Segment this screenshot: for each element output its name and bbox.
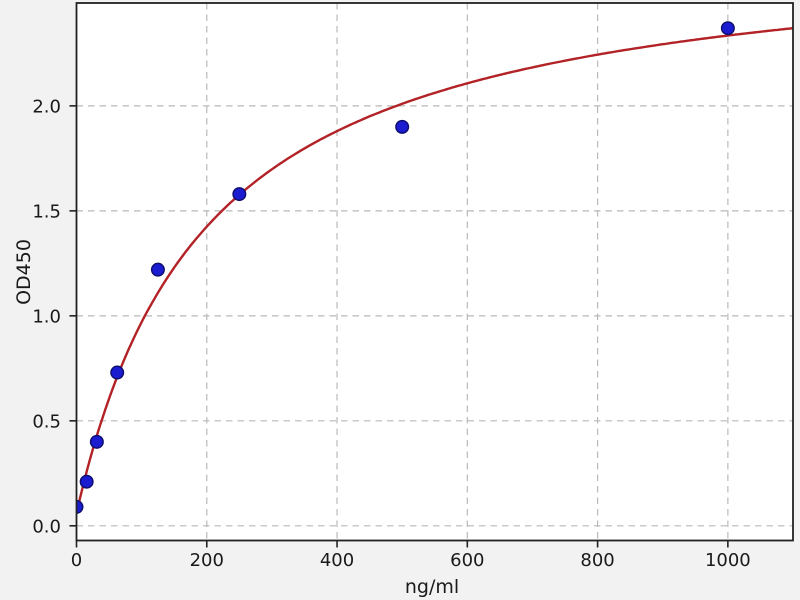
y-tick-label: 0.5 — [32, 411, 61, 432]
x-tick-label: 400 — [320, 550, 354, 571]
y-tick-label: 2.0 — [32, 96, 61, 117]
y-tick-label: 1.0 — [32, 306, 61, 327]
plot-area — [76, 3, 793, 541]
data-series-layer — [76, 21, 793, 515]
data-point — [150, 262, 165, 277]
x-tick-label: 200 — [190, 550, 224, 571]
plot-background-layer — [76, 3, 793, 541]
axes-layer — [69, 2, 794, 548]
x-tick-label: 1000 — [705, 550, 751, 571]
data-point — [232, 187, 247, 202]
fit-curve — [76, 27, 793, 515]
plot-border — [75, 2, 794, 542]
data-point — [110, 365, 125, 380]
y-tick-label: 1.5 — [32, 201, 61, 222]
y-tick-label: 0.0 — [32, 516, 61, 537]
x-axis-label: ng/ml — [405, 576, 459, 598]
x-tick-label: 600 — [450, 550, 484, 571]
data-point — [79, 474, 94, 489]
x-tick-label: 800 — [580, 550, 614, 571]
x-tick-label: 0 — [71, 550, 82, 571]
data-point — [720, 21, 735, 36]
gridlines-layer — [76, 3, 793, 541]
y-axis-label: OD450 — [13, 239, 35, 305]
data-point — [395, 119, 410, 134]
data-point — [76, 499, 84, 514]
tick-labels-layer: 0 200 400 600 800 1000 0.0 0.5 1.0 1.5 2.0 — [32, 96, 750, 571]
data-point — [89, 434, 104, 449]
